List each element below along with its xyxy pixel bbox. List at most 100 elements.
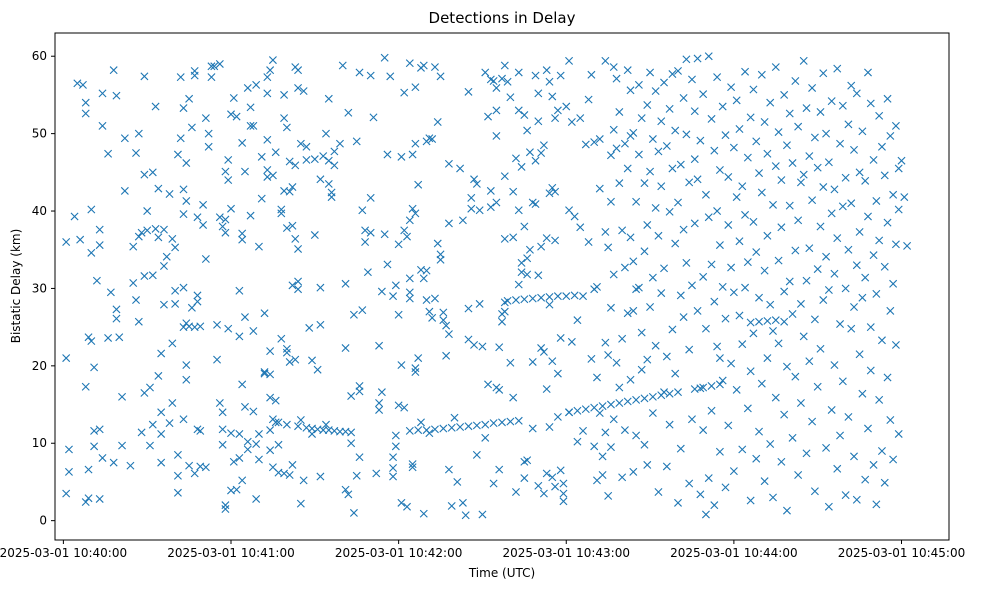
data-point-marker: [266, 347, 275, 356]
data-point-marker: [456, 164, 465, 173]
data-point-marker: [699, 383, 708, 392]
data-point-marker: [296, 416, 305, 425]
data-point-marker: [240, 313, 249, 322]
data-point-marker: [120, 134, 129, 143]
data-point-marker: [514, 206, 523, 215]
data-point-marker: [294, 244, 303, 253]
data-point-marker: [721, 131, 730, 140]
data-point-marker: [439, 316, 448, 325]
data-point-marker: [855, 168, 864, 177]
data-point-marker: [648, 273, 657, 282]
data-point-marker: [539, 489, 548, 498]
x-tick-label: 2025-03-01 10:41:00: [167, 546, 294, 560]
data-point-marker: [291, 161, 300, 170]
data-point-marker: [352, 471, 361, 480]
data-point-marker: [556, 71, 565, 80]
data-point-marker: [154, 371, 163, 380]
data-point-marker: [221, 501, 230, 510]
data-point-marker: [257, 194, 266, 203]
data-point-marker: [559, 497, 568, 506]
data-point-marker: [430, 294, 439, 303]
data-point-marker: [411, 209, 420, 218]
data-point-marker: [266, 426, 275, 435]
data-point-marker: [492, 106, 501, 115]
data-point-marker: [651, 341, 660, 350]
data-point-marker: [366, 228, 375, 237]
data-point-marker: [486, 203, 495, 212]
data-point-marker: [687, 281, 696, 290]
data-point-marker: [405, 426, 414, 435]
data-point-marker: [852, 89, 861, 98]
data-point-marker: [802, 276, 811, 285]
plot-area: [55, 33, 949, 540]
x-tick-label: 2025-03-01 10:44:00: [670, 546, 797, 560]
data-point-marker: [204, 129, 213, 138]
data-point-marker: [590, 442, 599, 451]
data-point-marker: [648, 392, 657, 401]
data-point-marker: [514, 68, 523, 77]
data-point-marker: [263, 89, 272, 98]
data-point-marker: [819, 296, 828, 305]
data-point-marker: [838, 101, 847, 110]
data-point-marker: [601, 56, 610, 65]
data-point-marker: [749, 85, 758, 94]
data-point-marker: [785, 201, 794, 210]
data-point-marker: [151, 102, 160, 111]
data-point-marker: [676, 160, 685, 169]
data-point-marker: [757, 70, 766, 79]
data-point-marker: [492, 131, 501, 140]
data-point-marker: [749, 217, 758, 226]
data-point-marker: [322, 129, 330, 138]
data-point-marker: [173, 471, 182, 480]
data-point-marker: [587, 354, 596, 363]
data-point-marker: [299, 476, 308, 485]
data-point-marker: [598, 402, 607, 411]
data-point-marker: [718, 102, 727, 111]
data-point-marker: [752, 137, 761, 146]
data-point-marker: [106, 288, 115, 297]
data-point-marker: [338, 61, 347, 70]
data-point-marker: [95, 425, 104, 434]
data-point-marker: [525, 148, 534, 157]
data-point-marker: [294, 66, 303, 75]
data-point-marker: [743, 258, 752, 267]
data-point-marker: [883, 373, 892, 382]
data-point-marker: [777, 457, 786, 466]
data-point-marker: [640, 247, 649, 256]
data-point-marker: [766, 98, 775, 107]
data-point-marker: [484, 112, 493, 121]
data-point-marker: [660, 264, 669, 273]
data-point-marker: [335, 139, 344, 148]
data-point-marker: [528, 294, 537, 303]
data-point-marker: [274, 440, 283, 449]
data-point-marker: [414, 426, 423, 435]
data-point-marker: [601, 338, 610, 347]
data-point-marker: [98, 121, 107, 130]
data-point-marker: [523, 270, 532, 279]
data-point-marker: [268, 56, 277, 65]
data-point-marker: [523, 456, 532, 465]
data-point-marker: [841, 491, 850, 500]
data-point-marker: [238, 235, 247, 244]
data-point-marker: [481, 68, 490, 77]
data-point-marker: [400, 403, 409, 412]
data-point-marker: [799, 56, 808, 65]
data-point-marker: [227, 204, 235, 213]
data-point-marker: [531, 200, 540, 209]
data-point-marker: [157, 458, 166, 467]
data-point-marker: [763, 231, 772, 240]
data-point-marker: [489, 479, 498, 488]
data-point-marker: [64, 467, 73, 476]
data-point-marker: [500, 307, 509, 316]
data-point-marker: [763, 316, 772, 325]
data-point-marker: [660, 78, 669, 87]
data-point-marker: [715, 241, 724, 250]
data-point-marker: [341, 344, 350, 353]
data-point-marker: [553, 369, 562, 378]
data-point-marker: [394, 310, 403, 319]
data-point-marker: [221, 505, 230, 514]
data-point-marker: [411, 139, 420, 148]
data-point-marker: [844, 120, 853, 129]
data-point-marker: [875, 111, 884, 120]
data-point-marker: [794, 216, 803, 225]
